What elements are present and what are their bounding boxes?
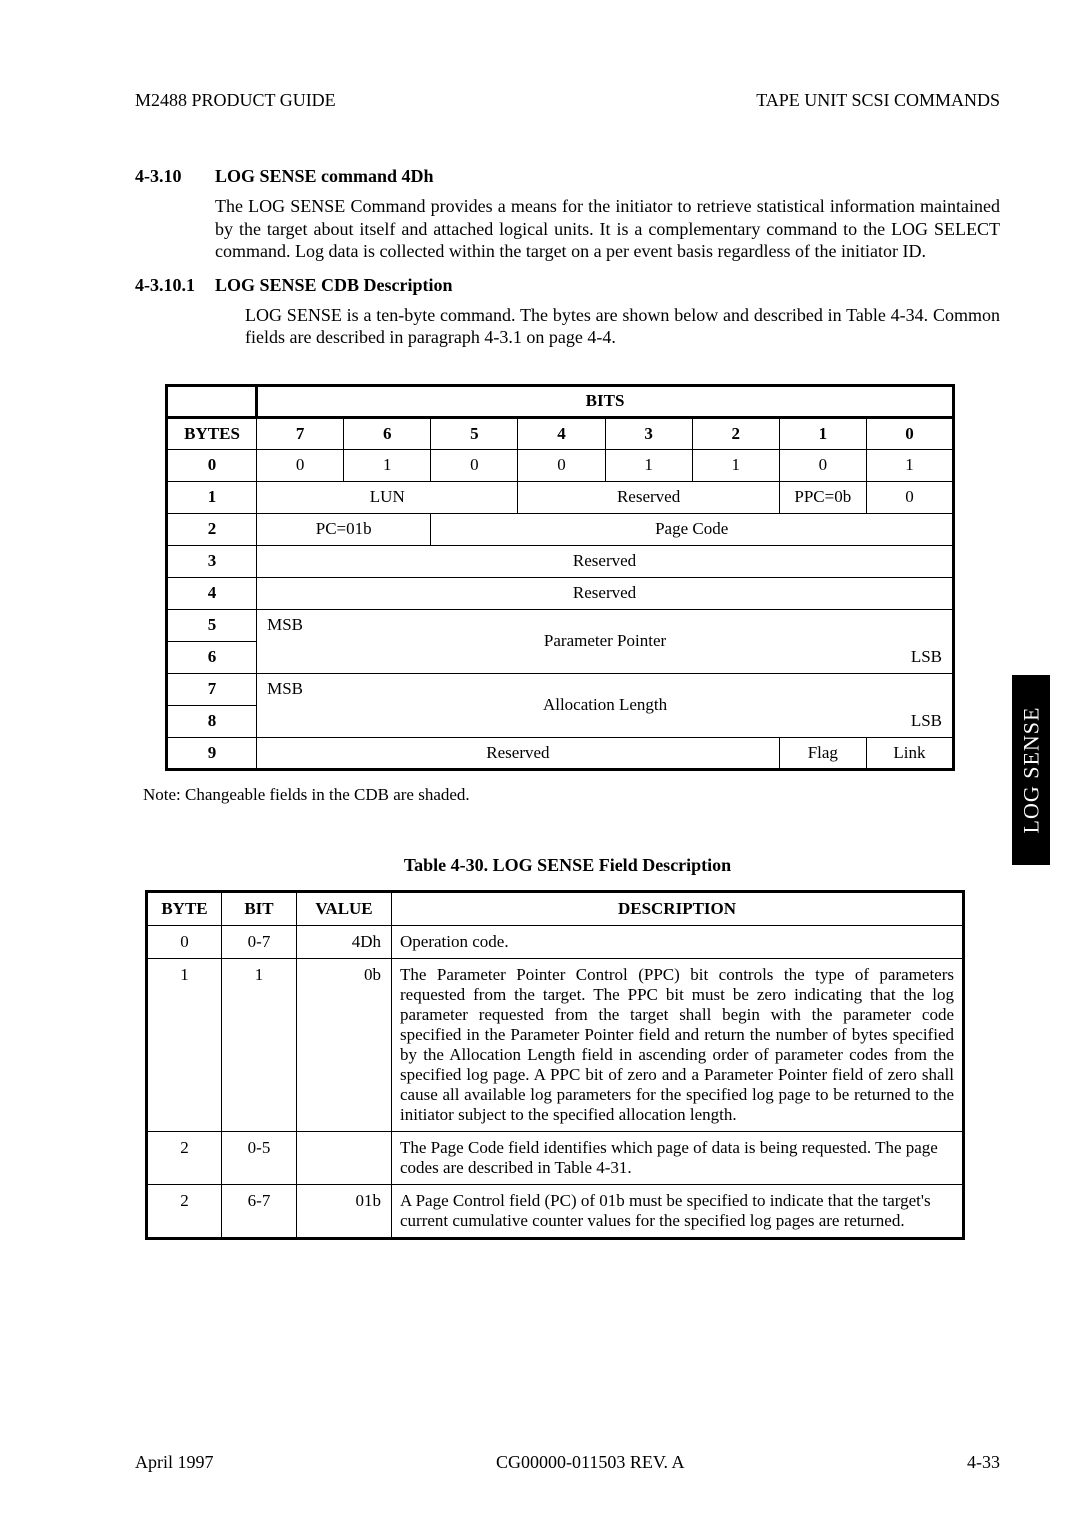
- section-title: LOG SENSE CDB Description: [215, 275, 453, 296]
- side-tab: LOG SENSE: [1012, 675, 1050, 865]
- cdb-row: 9 Reserved Flag Link: [167, 737, 954, 769]
- bytes-header: BYTES: [167, 417, 257, 449]
- cdb-table: BITS BYTES 7 6 5 4 3 2 1 0 0 0 1 0 0 1 1…: [165, 384, 955, 771]
- cdb-row: 2 PC=01b Page Code: [167, 513, 954, 545]
- section-heading: 4-3.10 LOG SENSE command 4Dh: [135, 166, 1000, 187]
- section-number: 4-3.10.1: [135, 275, 215, 296]
- page-footer: April 1997 CG00000-011503 REV. A 4-33: [135, 1452, 1000, 1473]
- footer-docid: CG00000-011503 REV. A: [496, 1452, 685, 1473]
- description-table: BYTE BIT VALUE DESCRIPTION 0 0-7 4Dh Ope…: [145, 890, 965, 1240]
- note: Note: Changeable fields in the CDB are s…: [143, 785, 1000, 805]
- table-row: 0 0-7 4Dh Operation code.: [147, 925, 964, 958]
- cdb-row: 7 MSB Allocation Length: [167, 673, 954, 705]
- cdb-row: 3 Reserved: [167, 545, 954, 577]
- cdb-row: 1 LUN Reserved PPC=0b 0: [167, 481, 954, 513]
- header-right: TAPE UNIT SCSI COMMANDS: [756, 90, 1000, 111]
- paragraph: LOG SENSE is a ten-byte command. The byt…: [245, 304, 1000, 349]
- section-number: 4-3.10: [135, 166, 215, 187]
- header-left: M2488 PRODUCT GUIDE: [135, 90, 336, 111]
- side-tab-label: LOG SENSE: [1018, 707, 1044, 834]
- table-row: 2 0-5 The Page Code field identifies whi…: [147, 1131, 964, 1184]
- cdb-row: 4 Reserved: [167, 577, 954, 609]
- bits-header: BITS: [257, 385, 954, 417]
- table-row: 1 1 0b The Parameter Pointer Control (PP…: [147, 958, 964, 1131]
- page-header: M2488 PRODUCT GUIDE TAPE UNIT SCSI COMMA…: [135, 90, 1000, 111]
- cdb-row: 0 0 1 0 0 1 1 0 1: [167, 449, 954, 481]
- section-heading: 4-3.10.1 LOG SENSE CDB Description: [135, 275, 1000, 296]
- paragraph: The LOG SENSE Command provides a means f…: [215, 195, 1000, 263]
- section-title: LOG SENSE command 4Dh: [215, 166, 434, 187]
- table-row: 2 6-7 01b A Page Control field (PC) of 0…: [147, 1184, 964, 1238]
- footer-date: April 1997: [135, 1452, 214, 1473]
- footer-pagenum: 4-33: [967, 1452, 1000, 1473]
- table-caption: Table 4-30. LOG SENSE Field Description: [135, 855, 1000, 876]
- cdb-row: 5 MSB Parameter Pointer: [167, 609, 954, 641]
